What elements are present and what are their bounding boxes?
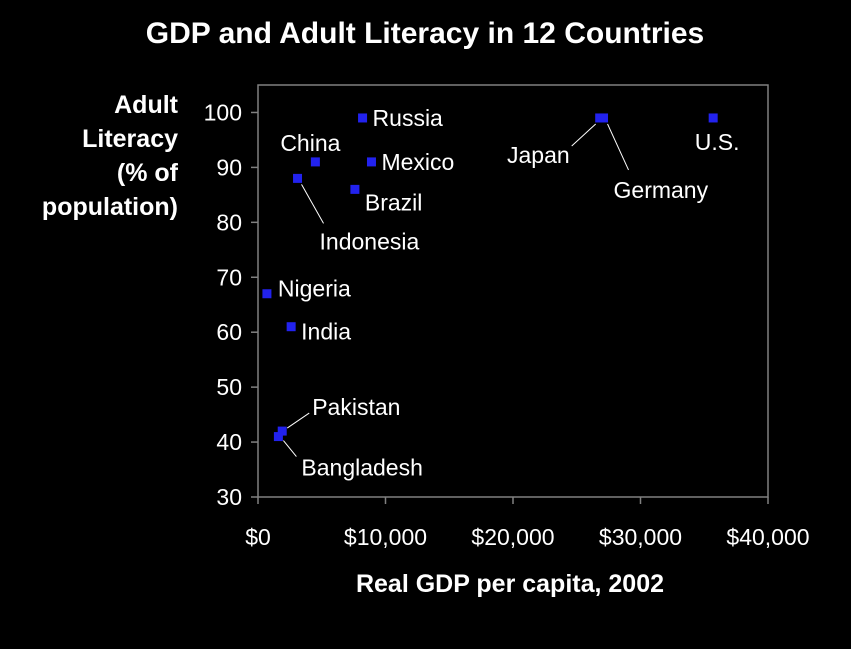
data-point-label: Mexico [381, 149, 454, 175]
leader-line [283, 440, 297, 457]
x-tick-label: $30,000 [599, 524, 682, 550]
data-point-marker [599, 113, 609, 123]
y-axis-title-line: population) [42, 193, 178, 221]
data-point-marker [350, 184, 360, 194]
data-point-marker [273, 432, 283, 442]
leader-line [286, 412, 310, 429]
x-axis: $0 $10,000 $20,000 $30,000 $40,000 [245, 497, 810, 550]
y-axis: 30 40 50 60 70 80 90 100 [204, 99, 258, 510]
data-point-marker [262, 289, 272, 299]
y-tick-label: 30 [216, 484, 242, 510]
data-point-marker [277, 426, 287, 436]
data-point-marker [366, 157, 376, 167]
data-point-marker [286, 322, 296, 332]
x-tick-label: $10,000 [344, 524, 427, 550]
leader-line [607, 123, 629, 171]
y-axis-title-line: (% of [117, 159, 179, 187]
label-leader-lines [283, 123, 629, 457]
data-point-marker [310, 157, 320, 167]
y-axis-title: Adult Literacy (% of population) [42, 91, 179, 221]
y-tick-label: 40 [216, 429, 242, 455]
y-axis-title-line: Adult [114, 91, 179, 119]
data-point-marker [358, 113, 368, 123]
x-axis-title: Real GDP per capita, 2002 [356, 570, 664, 598]
data-point-label: Bangladesh [301, 455, 423, 481]
data-point-label: U.S. [695, 129, 740, 155]
data-point-marker [708, 113, 718, 123]
data-point-label: China [280, 130, 340, 156]
y-tick-label: 90 [216, 154, 242, 180]
leader-line [301, 184, 324, 224]
data-point-label: Nigeria [278, 276, 351, 302]
leader-line [571, 123, 597, 147]
x-tick-label: $0 [245, 524, 271, 550]
data-points [262, 113, 718, 442]
y-tick-label: 60 [216, 319, 242, 345]
y-tick-label: 70 [216, 264, 242, 290]
x-tick-label: $20,000 [471, 524, 554, 550]
data-labels: Russia Japan Germany U.S. China Mexico Indones… [278, 105, 740, 481]
y-tick-label: 50 [216, 374, 242, 400]
y-tick-label: 80 [216, 209, 242, 235]
data-point-label: Japan [507, 142, 570, 168]
data-point-label: Brazil [365, 189, 423, 215]
y-axis-title-line: Literacy [82, 125, 178, 153]
y-tick-label: 100 [204, 99, 242, 125]
data-point-label: Germany [614, 177, 709, 203]
x-tick-label: $40,000 [726, 524, 809, 550]
chart-title: GDP and Adult Literacy in 12 Countries [146, 17, 704, 50]
data-point-label: Russia [373, 105, 444, 131]
data-point-label: Indonesia [320, 228, 420, 254]
data-point-label: Pakistan [312, 394, 400, 420]
data-point-label: India [301, 319, 351, 345]
data-point-marker [293, 173, 303, 183]
